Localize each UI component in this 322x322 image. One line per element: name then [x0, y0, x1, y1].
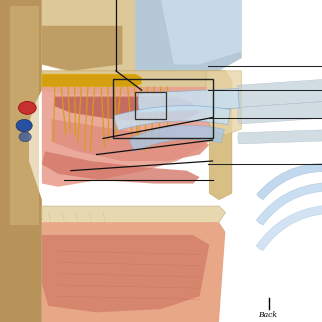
- Polygon shape: [42, 74, 142, 87]
- FancyArrowPatch shape: [138, 89, 239, 113]
- FancyArrowPatch shape: [238, 130, 322, 144]
- Polygon shape: [42, 87, 219, 187]
- FancyArrowPatch shape: [129, 125, 224, 151]
- Polygon shape: [42, 151, 200, 184]
- Ellipse shape: [19, 132, 31, 142]
- FancyArrowPatch shape: [257, 163, 322, 200]
- FancyArrowPatch shape: [256, 183, 322, 225]
- Polygon shape: [55, 97, 200, 122]
- Polygon shape: [42, 235, 209, 312]
- Polygon shape: [42, 71, 209, 93]
- Polygon shape: [206, 71, 242, 135]
- Polygon shape: [135, 0, 242, 77]
- Polygon shape: [42, 206, 225, 232]
- Polygon shape: [161, 0, 242, 64]
- FancyArrowPatch shape: [114, 106, 231, 130]
- Ellipse shape: [16, 119, 32, 132]
- Bar: [135, 92, 166, 119]
- FancyArrowPatch shape: [238, 79, 322, 108]
- Polygon shape: [42, 222, 225, 322]
- Polygon shape: [52, 119, 209, 161]
- Polygon shape: [0, 0, 42, 322]
- Ellipse shape: [18, 101, 36, 114]
- Polygon shape: [42, 26, 122, 71]
- Polygon shape: [206, 71, 232, 200]
- FancyArrowPatch shape: [238, 101, 322, 124]
- Polygon shape: [10, 6, 39, 225]
- Text: Back: Back: [258, 311, 277, 319]
- Bar: [113, 79, 213, 138]
- FancyArrowPatch shape: [256, 205, 322, 251]
- Polygon shape: [42, 0, 242, 80]
